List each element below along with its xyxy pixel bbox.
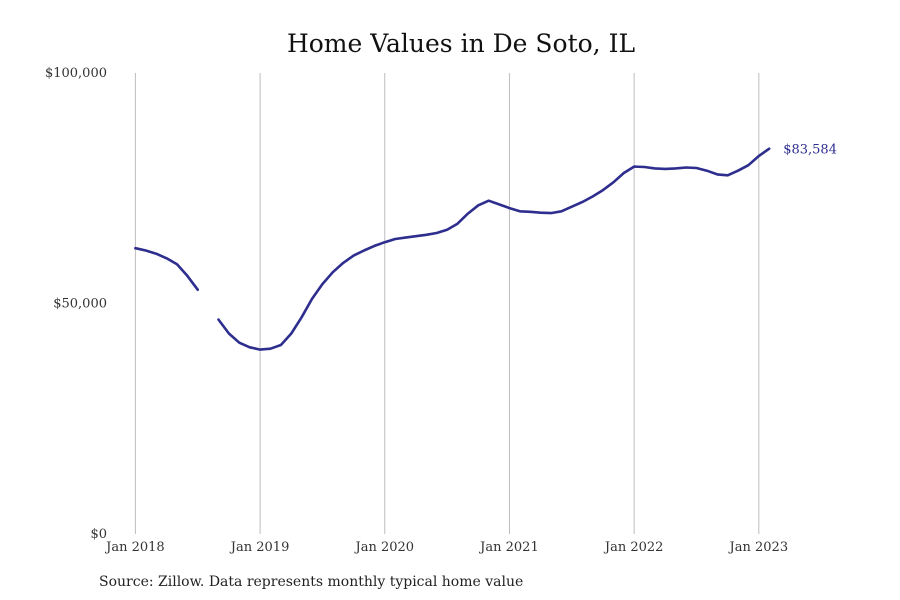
y-tick-label: $0 (90, 527, 107, 542)
y-tick-label: $100,000 (45, 66, 107, 81)
series-group: $83,584 (134, 143, 837, 351)
x-tick-label: Jan 2020 (353, 540, 414, 555)
x-tick-label: Jan 2023 (728, 540, 789, 555)
series-end-label: $83,584 (783, 143, 837, 158)
x-axis-tick-labels: Jan 2018 Jan 2019 Jan 2020 Jan 2021 Jan 2022… (104, 540, 788, 555)
y-tick-label: $50,000 (53, 297, 107, 312)
x-tick-label: Jan 2019 (229, 540, 290, 555)
series-line (134, 147, 771, 351)
x-tick-label: Jan 2018 (104, 540, 165, 555)
y-axis-tick-labels: $0 $50,000 $100,000 (45, 66, 107, 542)
gridlines (134, 73, 760, 534)
x-tick-label: Jan 2022 (603, 540, 664, 555)
chart-title: Home Values in De Soto, IL (287, 29, 635, 58)
source-note: Source: Zillow. Data represents monthly … (99, 574, 523, 590)
x-tick-label: Jan 2021 (478, 540, 539, 555)
